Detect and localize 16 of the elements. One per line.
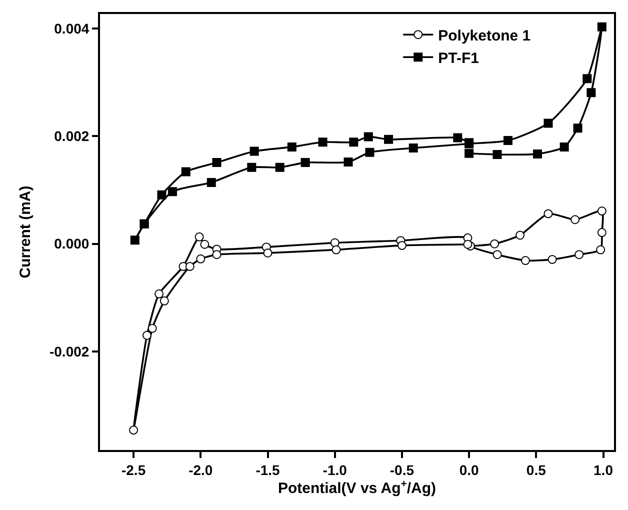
x-tick-label: 1.0 [594,462,614,478]
x-tick-label: 0.5 [526,462,546,478]
y-axis-title: Current (mA) [17,186,34,278]
legend-label: Polyketone 1 [438,27,531,44]
y-tick-label: 0.000 [54,236,90,252]
x-tick-label: -1.0 [322,462,348,478]
x-tick-label: -1.5 [256,462,280,478]
x-tick-label: -0.5 [390,462,414,478]
y-tick-label: 0.004 [54,20,90,36]
legend-label: PT-F1 [438,50,479,67]
y-tick-label: -0.002 [49,343,90,360]
x-tick-label: -2.0 [188,462,213,478]
x-tick-label: 0.0 [459,462,479,478]
y-tick-label: 0.002 [54,128,90,144]
x-tick-label: -2.5 [121,462,146,478]
x-axis-title: Potential(V vs Ag$^{+}$/Ag) [278,478,436,498]
